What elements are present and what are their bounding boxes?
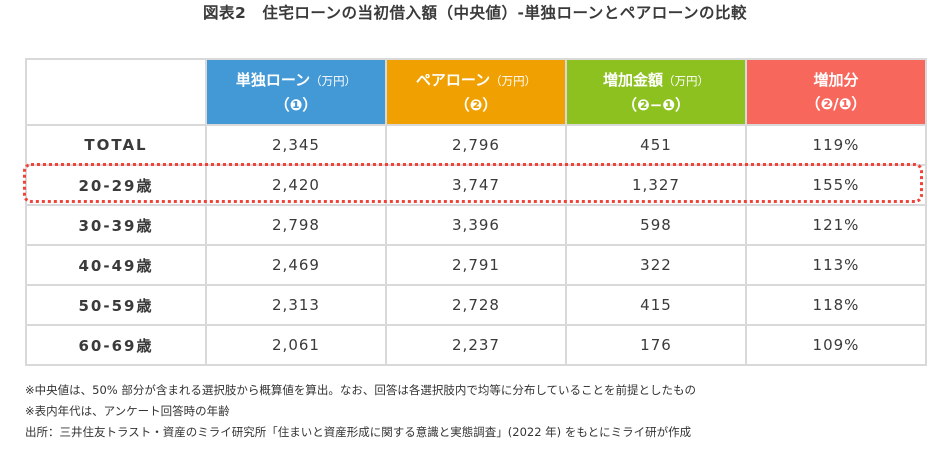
cell-increase-ratio: 109% [745, 324, 927, 366]
header-row: 単独ローン（万円） （❶） ペアローン（万円） （❷） 増加金額（万円） （❷−… [25, 58, 927, 126]
header-sub: （❶） [274, 95, 318, 114]
cell-single-loan: 2,313 [205, 284, 387, 326]
cell-increase-amount: 176 [565, 324, 747, 366]
header-label: 増加分 [813, 71, 859, 89]
cell-increase-ratio: 118% [745, 284, 927, 326]
row-label: 30-39歳 [25, 204, 207, 246]
header-unit: （万円） [490, 73, 537, 88]
cell-pair-loan: 2,796 [385, 124, 567, 166]
cell-single-loan: 2,345 [205, 124, 387, 166]
row-label: 20-29歳 [25, 164, 207, 206]
cell-single-loan: 2,061 [205, 324, 387, 366]
cell-single-loan: 2,469 [205, 244, 387, 286]
header-unit: （万円） [310, 73, 357, 88]
cell-pair-loan: 2,791 [385, 244, 567, 286]
footnote-age: ※表内年代は、アンケート回答時の年齢 [25, 404, 230, 418]
cell-pair-loan: 3,396 [385, 204, 567, 246]
cell-pair-loan: 2,728 [385, 284, 567, 326]
table-row-60s: 60-69歳 2,061 2,237 176 109% [25, 324, 927, 366]
cell-single-loan: 2,420 [205, 164, 387, 206]
cell-increase-ratio: 155% [745, 164, 927, 206]
table-row-total: TOTAL 2,345 2,796 451 119% [25, 124, 927, 166]
cell-increase-amount: 415 [565, 284, 747, 326]
header-increase-amount: 増加金額（万円） （❷−❶） [565, 58, 747, 126]
cell-increase-ratio: 113% [745, 244, 927, 286]
cell-increase-amount: 322 [565, 244, 747, 286]
header-sub: （❷/❶） [805, 95, 867, 113]
table-row-50s: 50-59歳 2,313 2,728 415 118% [25, 284, 927, 326]
row-label: TOTAL [25, 124, 207, 166]
footnote-source: 出所：三井住友トラスト・資産のミライ研究所「住まいと資産形成に関する意識と実態調… [25, 425, 692, 439]
header-unit: （万円） [663, 73, 709, 88]
cell-pair-loan: 3,747 [385, 164, 567, 206]
footnote-median: ※中央値は、50% 部分が含まれる選択肢から概算値を算出。なお、回答は各選択肢内… [25, 383, 697, 397]
comparison-table: 単独ローン（万円） （❶） ペアローン（万円） （❷） 増加金額（万円） （❷−… [25, 58, 927, 366]
cell-increase-amount: 1,327 [565, 164, 747, 206]
cell-increase-ratio: 121% [745, 204, 927, 246]
header-label: ペアローン [415, 70, 491, 89]
header-sub: （❷） [454, 95, 498, 114]
row-label: 60-69歳 [25, 324, 207, 366]
header-increase-ratio: 増加分 （❷/❶） [745, 58, 927, 126]
header-pair-loan: ペアローン（万円） （❷） [385, 58, 567, 126]
table-row-20s: 20-29歳 2,420 3,747 1,327 155% [25, 164, 927, 206]
cell-increase-amount: 451 [565, 124, 747, 166]
header-sub: （❷−❶） [622, 95, 690, 114]
cell-increase-amount: 598 [565, 204, 747, 246]
header-label: 増加金額 [602, 70, 663, 89]
header-single-loan: 単独ローン（万円） （❶） [205, 58, 387, 126]
figure-title: 図表2 住宅ローンの当初借入額（中央値）-単独ローンとペアローンの比較 [203, 4, 747, 22]
table-row-30s: 30-39歳 2,798 3,396 598 121% [25, 204, 927, 246]
table-row-40s: 40-49歳 2,469 2,791 322 113% [25, 244, 927, 286]
cell-pair-loan: 2,237 [385, 324, 567, 366]
row-label: 40-49歳 [25, 244, 207, 286]
header-blank-cell [25, 58, 207, 126]
cell-single-loan: 2,798 [205, 204, 387, 246]
cell-increase-ratio: 119% [745, 124, 927, 166]
footnotes: ※中央値は、50% 部分が含まれる選択肢から概算値を算出。なお、回答は各選択肢内… [25, 380, 935, 443]
row-label: 50-59歳 [25, 284, 207, 326]
header-label: 単独ローン [235, 70, 311, 89]
